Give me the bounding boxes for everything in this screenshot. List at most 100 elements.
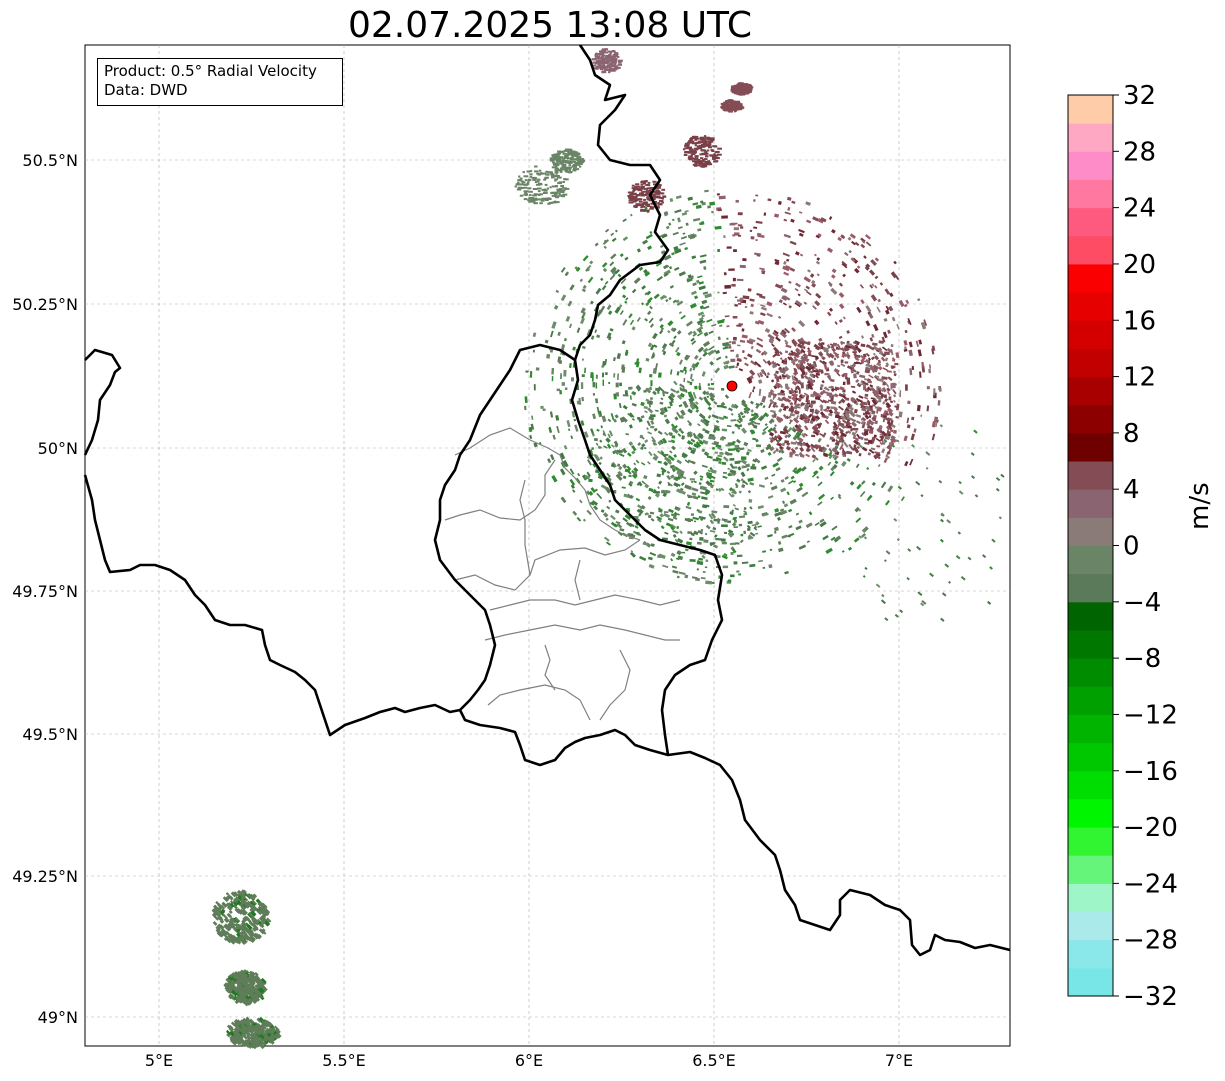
echo-cell [795,282,801,288]
echo-cell [227,978,232,983]
echo-cell [652,180,657,183]
echo-cell [706,149,710,152]
echo-cell [854,267,860,274]
echo-cell [274,1028,281,1035]
echo-cell [698,285,706,291]
echo-cell [876,445,881,448]
echo-cell [739,515,746,519]
echo-cell [702,418,710,424]
echo-cell [762,512,769,517]
echo-cell [608,59,613,62]
echo-cell [877,372,881,375]
echo-cell [665,225,670,230]
echo-cell [582,311,586,317]
echo-cell [582,255,589,262]
echo-cell [732,87,737,90]
echo-cell [649,374,653,378]
echo-cell [672,533,677,539]
echo-cell [801,402,805,406]
echo-cell [226,982,230,987]
echo-cell [917,349,922,357]
echo-cell [855,361,862,365]
echo-cell [659,513,665,518]
x-tick-label: 7°E [885,1051,913,1070]
echo-cell [617,273,622,278]
echo-cell [873,434,877,438]
echo-cell [736,83,740,86]
echo-cell [549,157,553,160]
echo-cell [573,151,578,154]
echo-cell [815,234,821,239]
echo-cell [884,288,891,295]
echo-cell [528,178,531,181]
echo-cell [795,525,802,531]
echo-cell [865,352,870,357]
echo-cell [583,431,589,438]
echo-cell [237,924,244,930]
echo-cell [958,490,964,495]
echo-cell [686,380,691,384]
echo-cell [659,439,665,445]
echo-cell [887,444,891,449]
echo-cell [560,169,563,172]
echo-cell [675,195,682,200]
echo-cell [815,415,821,421]
echo-cell [726,108,730,111]
echo-cell [851,418,857,423]
echo-cell [661,346,667,353]
echo-cell [663,295,668,299]
echo-cell [704,158,708,161]
echo-cell [716,156,720,159]
echo-cell [543,192,548,194]
echo-cell [645,357,650,362]
echo-cell [613,440,619,446]
echo-cell [850,344,857,351]
echo-cell [788,451,794,457]
echo-cell [702,340,711,348]
echo-cell [247,991,253,996]
echo-cell [705,136,710,139]
echo-cell [645,204,648,207]
echo-cell [262,981,267,986]
echo-cell [814,300,821,307]
echo-cell [755,348,762,354]
echo-cell [537,190,541,193]
echo-cell [694,162,699,164]
echo-cell [256,1031,261,1036]
echo-cell [863,396,869,400]
echo-cell [551,157,556,160]
echo-cell [871,342,876,346]
echo-cell [602,360,606,367]
echo-cell [741,334,748,339]
echo-cell [234,907,241,914]
echo-cell [251,894,257,899]
echo-cell [737,302,742,305]
echo-cell [251,926,257,932]
echo-cell [798,232,804,237]
echo-cell [818,445,825,451]
echo-cell [644,447,647,450]
echo-cell [834,387,838,392]
echo-cell [687,141,690,144]
echo-cell [258,1016,264,1022]
echo-cell [576,400,581,405]
echo-cell [852,363,856,368]
echo-cell [689,367,693,372]
echo-cell [643,180,648,183]
echo-cell [817,393,822,398]
echo-cell [647,407,654,414]
echo-cell [553,163,556,166]
echo-cell [829,436,834,441]
echo-cell [737,344,741,347]
echo-cell [229,982,235,988]
echo-cell [628,482,633,487]
echo-cell [611,237,617,243]
echo-cell [669,198,674,203]
echo-cell [621,416,628,423]
echo-cell [646,189,651,192]
echo-cell [700,200,704,204]
echo-cell [732,316,738,319]
echo-cell [798,544,807,550]
echo-cell [746,89,750,92]
echo-cell [703,266,707,270]
